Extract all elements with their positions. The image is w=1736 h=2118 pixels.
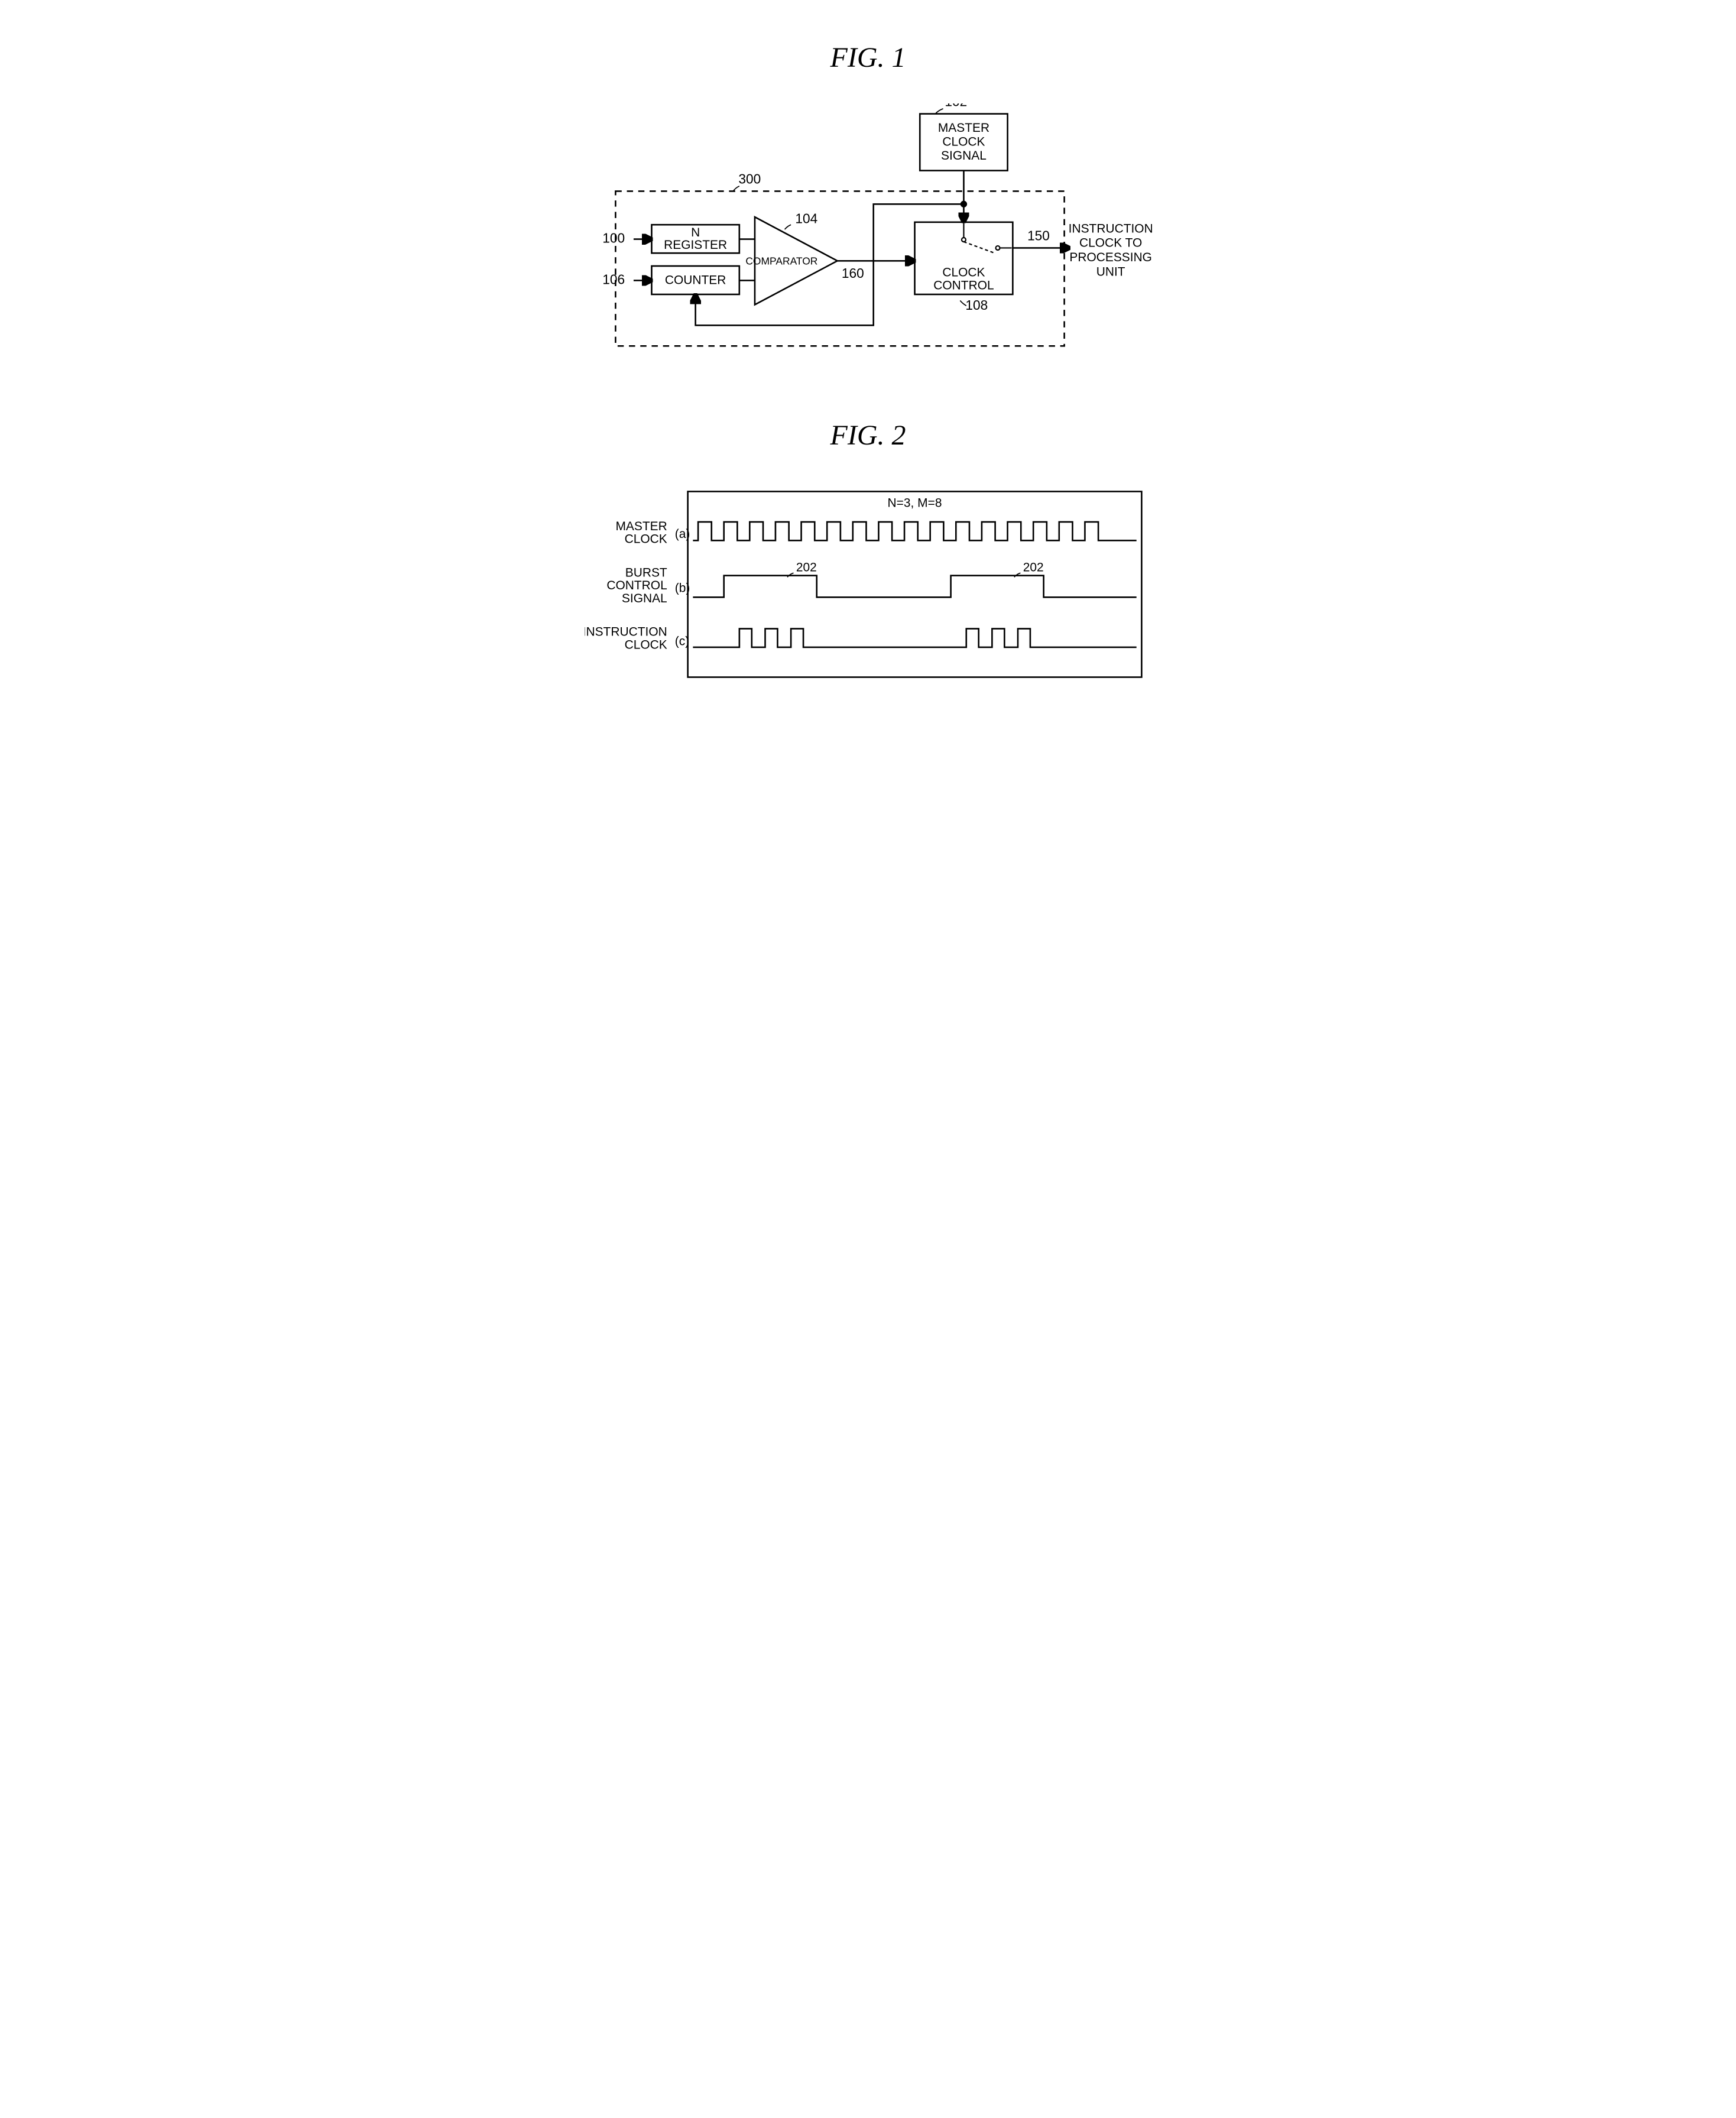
row-c-letter: (c) — [674, 634, 689, 648]
output-label-2: CLOCK TO — [1079, 236, 1142, 250]
burst-control-wave — [693, 576, 1136, 598]
master-clock-wave — [693, 522, 1136, 540]
fig1-title: FIG. 1 — [24, 41, 1712, 74]
row-a-label-1: MASTER — [615, 520, 667, 533]
row-a-letter: (a) — [674, 527, 690, 541]
fig1-svg: MASTER CLOCK SIGNAL N REGISTER COUNTER C… — [585, 103, 1152, 372]
row-b-label-1: BURST — [625, 566, 667, 579]
ref-102: 102 — [945, 103, 967, 109]
row-a-label-2: CLOCK — [624, 533, 667, 546]
clock-control-label-2: CONTROL — [933, 278, 994, 292]
row-c-label-1: INSTRUCTION — [585, 625, 667, 639]
ref-150: 150 — [1027, 228, 1050, 243]
ref-108: 108 — [965, 297, 988, 313]
output-label-1: INSTRUCTION — [1068, 222, 1151, 235]
fig2-container: N=3, M=8 MASTER CLOCK (a) BURST CONTROL … — [24, 481, 1712, 687]
ref-202-b: 202 — [1023, 561, 1043, 575]
ref-106: 106 — [602, 272, 625, 287]
instruction-clock-wave — [693, 629, 1136, 647]
fig2-svg: N=3, M=8 MASTER CLOCK (a) BURST CONTROL … — [585, 481, 1152, 687]
clock-control-label-1: CLOCK — [942, 265, 985, 279]
n-register-label-2: REGISTER — [664, 238, 727, 252]
ref-100: 100 — [602, 231, 625, 246]
output-label-3: PROCESSING — [1069, 251, 1152, 264]
fig1-container: MASTER CLOCK SIGNAL N REGISTER COUNTER C… — [24, 103, 1712, 372]
master-clock-label: MASTER — [937, 121, 989, 135]
ref-104: 104 — [795, 211, 817, 226]
n-register-label-1: N — [691, 226, 700, 239]
row-b-letter: (b) — [674, 582, 690, 595]
ref-300: 300 — [738, 171, 761, 186]
counter-label: COUNTER — [664, 274, 726, 287]
row-b-label-3: SIGNAL — [621, 592, 667, 605]
row-b-label-2: CONTROL — [606, 579, 667, 592]
output-label-4: UNIT — [1096, 265, 1125, 279]
master-clock-label-3: SIGNAL — [941, 149, 987, 163]
ref-160: 160 — [841, 265, 864, 281]
fig2-header: N=3, M=8 — [887, 497, 942, 510]
fig2-title: FIG. 2 — [24, 419, 1712, 452]
row-c-label-2: CLOCK — [624, 638, 667, 652]
ref-202-a: 202 — [796, 561, 816, 575]
comparator-label: COMPARATOR — [745, 255, 817, 267]
master-clock-label-2: CLOCK — [942, 135, 985, 149]
